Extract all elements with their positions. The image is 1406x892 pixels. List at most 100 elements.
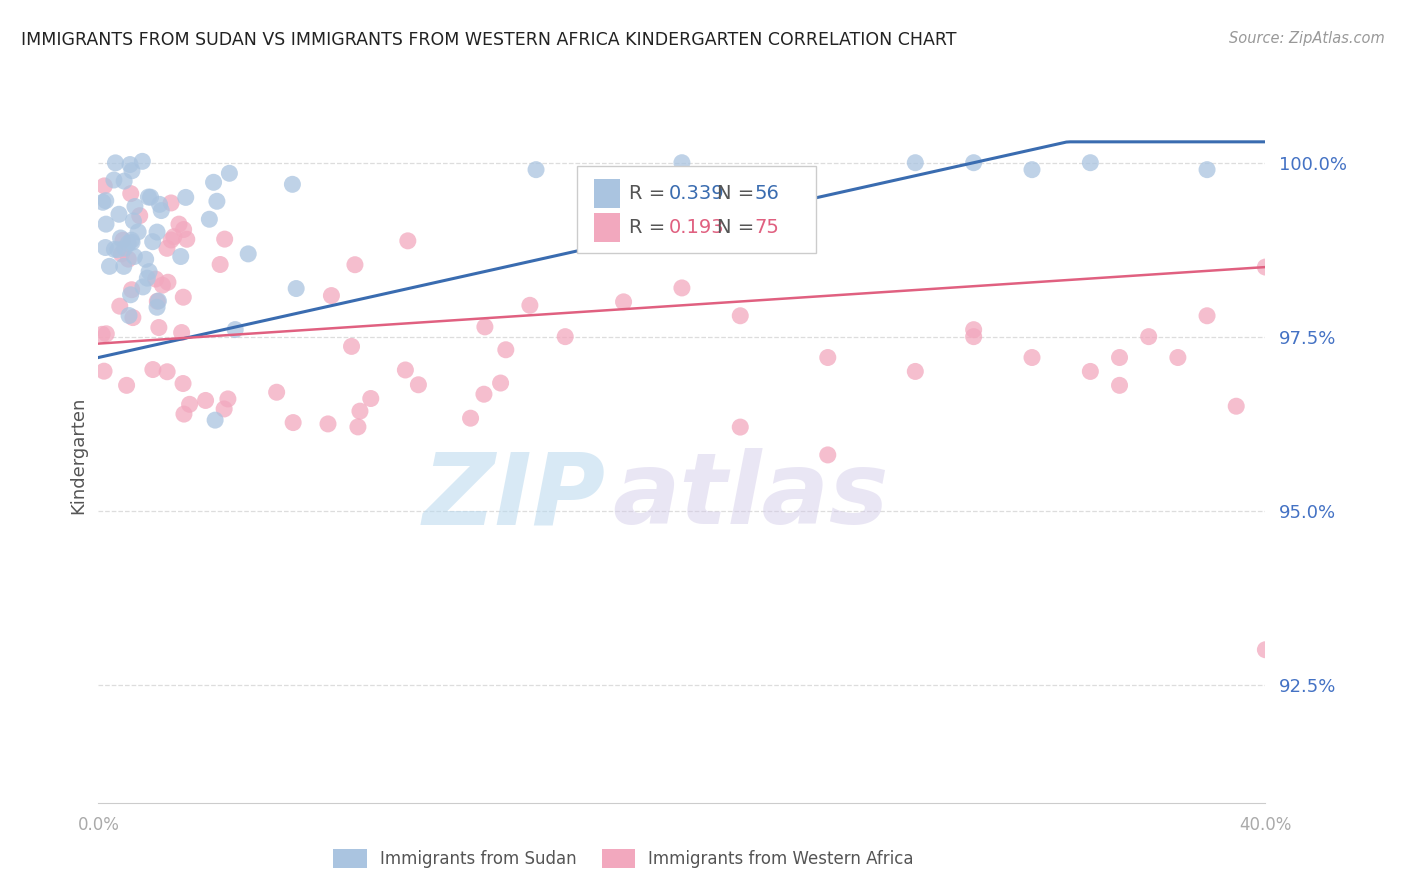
Point: [172, 376, 194, 391]
Point: [172, 290, 194, 304]
Point: [103, 243, 125, 257]
Text: ZIP: ZIP: [423, 448, 606, 545]
Point: [817, 351, 839, 365]
Point: [148, 320, 170, 334]
Point: [122, 310, 145, 325]
Bar: [595, 212, 620, 242]
Point: [519, 298, 541, 312]
Point: [94, 194, 117, 208]
Text: IMMIGRANTS FROM SUDAN VS IMMIGRANTS FROM WESTERN AFRICA KINDERGARTEN CORRELATION: IMMIGRANTS FROM SUDAN VS IMMIGRANTS FROM…: [21, 31, 956, 49]
Point: [340, 339, 363, 353]
Point: [156, 275, 179, 289]
Point: [1021, 351, 1043, 365]
Point: [138, 190, 160, 204]
Point: [343, 258, 366, 272]
Point: [136, 271, 159, 285]
Point: [474, 319, 496, 334]
Point: [135, 252, 157, 267]
Point: [104, 156, 127, 170]
Point: [238, 247, 260, 261]
Point: [1080, 155, 1102, 169]
Point: [160, 196, 183, 211]
Point: [111, 233, 134, 247]
Point: [124, 199, 146, 213]
Point: [349, 404, 371, 418]
Point: [160, 233, 183, 247]
Text: 56: 56: [754, 184, 779, 203]
Point: [174, 190, 197, 204]
Point: [103, 173, 125, 187]
Point: [98, 260, 121, 274]
Point: [115, 378, 138, 392]
Point: [394, 363, 416, 377]
Point: [142, 362, 165, 376]
Point: [962, 329, 984, 343]
Point: [117, 236, 139, 251]
Point: [671, 281, 693, 295]
Point: [114, 241, 136, 255]
Point: [285, 281, 308, 295]
Point: [145, 272, 167, 286]
Point: [170, 326, 193, 340]
Point: [124, 250, 146, 264]
Point: [152, 278, 174, 293]
Point: [93, 364, 115, 378]
Point: [214, 232, 236, 246]
Point: [1137, 329, 1160, 343]
Point: [281, 416, 304, 430]
Point: [1195, 309, 1218, 323]
Point: [730, 420, 752, 434]
Point: [118, 309, 141, 323]
Point: [146, 225, 169, 239]
Point: [148, 197, 170, 211]
Y-axis label: Kindergarten: Kindergarten: [69, 396, 87, 514]
Point: [224, 322, 246, 336]
Point: [173, 222, 195, 236]
Point: [671, 155, 693, 169]
Point: [118, 157, 141, 171]
Point: [131, 154, 153, 169]
Point: [108, 207, 131, 221]
Point: [209, 258, 232, 272]
Point: [1167, 351, 1189, 365]
Point: [110, 247, 132, 261]
Point: [1108, 351, 1130, 365]
Point: [127, 225, 149, 239]
Text: atlas: atlas: [612, 448, 889, 545]
Point: [316, 417, 339, 431]
Point: [1108, 378, 1130, 392]
Legend: Immigrants from Sudan, Immigrants from Western Africa: Immigrants from Sudan, Immigrants from W…: [326, 842, 921, 874]
Point: [904, 364, 927, 378]
FancyBboxPatch shape: [576, 166, 815, 253]
Point: [94, 217, 117, 231]
Point: [524, 162, 547, 177]
Point: [489, 376, 512, 390]
Point: [156, 241, 179, 255]
Point: [408, 377, 430, 392]
Point: [1254, 642, 1277, 657]
Point: [1254, 260, 1277, 274]
Point: [138, 264, 160, 278]
Point: [150, 203, 173, 218]
Point: [117, 252, 139, 267]
Point: [120, 233, 142, 247]
Text: N =: N =: [717, 184, 761, 203]
Point: [122, 214, 145, 228]
Point: [108, 299, 131, 313]
Point: [120, 186, 142, 201]
Point: [495, 343, 517, 357]
Point: [360, 392, 382, 406]
Point: [554, 329, 576, 343]
Point: [1080, 364, 1102, 378]
Point: [132, 280, 155, 294]
Point: [139, 190, 162, 204]
Point: [730, 309, 752, 323]
Point: [204, 413, 226, 427]
Text: N =: N =: [717, 218, 761, 236]
Text: Source: ZipAtlas.com: Source: ZipAtlas.com: [1229, 31, 1385, 46]
Point: [217, 392, 239, 406]
Point: [110, 231, 132, 245]
Point: [163, 229, 186, 244]
Point: [120, 287, 142, 301]
Point: [205, 194, 228, 209]
